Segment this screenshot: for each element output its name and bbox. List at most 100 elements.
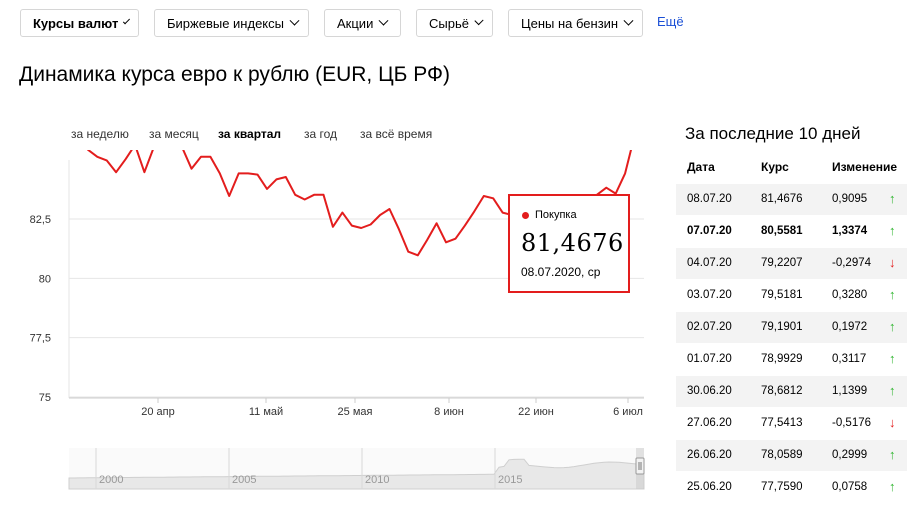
nav-button-label: Цены на бензин	[521, 15, 619, 31]
row-date: 08.07.20	[687, 193, 732, 205]
arrow-up-icon: ↑	[889, 319, 896, 334]
chevron-down-icon	[289, 15, 300, 26]
row-date: 30.06.20	[687, 385, 732, 397]
arrow-up-icon: ↑	[889, 447, 896, 462]
row-rate: 79,1901	[761, 321, 803, 333]
row-date: 04.07.20	[687, 257, 732, 269]
table-row: 04.07.20 79,2207 -0,2974 ↓	[676, 248, 907, 280]
arrow-up-icon: ↑	[889, 287, 896, 302]
row-rate: 78,6812	[761, 385, 803, 397]
navigator-handle[interactable]	[635, 457, 645, 475]
navigator-area	[68, 458, 645, 490]
arrow-up-icon: ↑	[889, 223, 896, 238]
y-tick-label: 82,5	[30, 214, 51, 226]
x-tick-label: 6 июл	[613, 406, 643, 418]
table-row: 02.07.20 79,1901 0,1972 ↑	[676, 312, 907, 344]
row-date: 25.06.20	[687, 481, 732, 493]
nav-button-fuel[interactable]: Цены на бензин	[508, 9, 643, 37]
arrow-up-icon: ↑	[889, 351, 896, 366]
row-date: 27.06.20	[687, 417, 732, 429]
row-date: 02.07.20	[687, 321, 732, 333]
table-row: 27.06.20 77,5413 -0,5176 ↓	[676, 408, 907, 440]
row-rate: 79,2207	[761, 257, 803, 269]
header-change: Изменение	[832, 160, 898, 174]
nav-button-currency[interactable]: Курсы валют	[20, 9, 139, 37]
row-change: 0,1972	[832, 321, 868, 333]
row-rate: 79,5181	[761, 289, 803, 301]
series-dot-icon	[522, 211, 529, 219]
table-row: 08.07.20 81,4676 0,9095 ↑	[676, 184, 907, 216]
year-label: 2010	[365, 474, 389, 486]
tooltip-value: 81,4676	[521, 229, 624, 257]
row-change: 1,3374	[832, 225, 868, 237]
header-rate: Курс	[761, 160, 789, 174]
nav-button-label: Акции	[337, 15, 374, 31]
arrow-up-icon: ↑	[889, 191, 896, 206]
arrow-up-icon: ↑	[889, 383, 896, 398]
period-month[interactable]: за месяц	[149, 127, 199, 141]
table-header: Дата Курс Изменение	[676, 160, 907, 176]
row-change: 0,9095	[832, 193, 868, 205]
row-change: -0,5176	[832, 417, 872, 429]
year-label: 2015	[498, 474, 522, 486]
range-navigator[interactable]: 2000 2005 2010 2015	[0, 445, 660, 495]
row-rate: 78,9929	[761, 353, 803, 365]
row-change: 0,0758	[832, 481, 868, 493]
row-change: 0,3117	[832, 353, 867, 365]
row-date: 07.07.20	[687, 225, 732, 237]
row-date: 01.07.20	[687, 353, 732, 365]
row-rate: 80,5581	[761, 225, 803, 237]
tooltip-series: Покупка	[522, 209, 577, 221]
row-change: 0,2999	[832, 449, 868, 461]
row-change: -0,2974	[832, 257, 872, 269]
row-rate: 77,7590	[761, 481, 803, 493]
row-date: 03.07.20	[687, 289, 732, 301]
nav-button-indexes[interactable]: Биржевые индексы	[154, 9, 309, 37]
table-row: 03.07.20 79,5181 0,3280 ↑	[676, 280, 907, 312]
nav-button-stocks[interactable]: Акции	[324, 9, 401, 37]
y-tick-label: 77,5	[30, 333, 51, 345]
row-change: 0,3280	[832, 289, 868, 301]
arrow-up-icon: ↑	[889, 479, 896, 494]
chevron-down-icon	[474, 15, 484, 25]
x-tick-label: 11 май	[249, 406, 283, 418]
arrow-down-icon: ↓	[889, 255, 896, 270]
table-row: 30.06.20 78,6812 1,1399 ↑	[676, 376, 907, 408]
y-tick-label: 80	[39, 273, 51, 285]
tooltip-date: 08.07.2020, ср	[521, 265, 601, 279]
panel-title: За последние 10 дней	[685, 124, 861, 143]
row-change: 1,1399	[832, 385, 868, 397]
period-all-time[interactable]: за всё время	[360, 127, 433, 141]
year-label: 2000	[99, 474, 123, 486]
chevron-down-icon	[123, 16, 131, 24]
tooltip-series-label: Покупка	[535, 209, 577, 221]
arrow-down-icon: ↓	[889, 415, 896, 430]
header-date: Дата	[687, 160, 715, 174]
row-rate: 81,4676	[761, 193, 803, 205]
table-row: 07.07.20 80,5581 1,3374 ↑	[676, 216, 907, 248]
x-tick-label: 22 июн	[518, 406, 554, 418]
row-rate: 77,5413	[761, 417, 803, 429]
table-row: 26.06.20 78,0589 0,2999 ↑	[676, 440, 907, 472]
more-link[interactable]: Ещё	[657, 14, 684, 29]
period-week[interactable]: за неделю	[71, 127, 129, 141]
period-quarter[interactable]: за квартал	[218, 127, 282, 141]
nav-button-label: Сырьё	[429, 15, 469, 31]
chart-tooltip: Покупка 81,4676 08.07.2020, ср	[508, 194, 630, 293]
x-tick-label: 8 июн	[434, 406, 464, 418]
chevron-down-icon	[378, 15, 389, 26]
x-tick-label: 25 мая	[338, 406, 373, 418]
nav-button-commodities[interactable]: Сырьё	[416, 9, 493, 37]
row-date: 26.06.20	[687, 449, 732, 461]
table-row: 25.06.20 77,7590 0,0758 ↑	[676, 472, 907, 504]
nav-button-label: Курсы валют	[33, 15, 119, 31]
nav-button-label: Биржевые индексы	[167, 15, 284, 31]
y-tick-label: 75	[39, 392, 51, 404]
chevron-down-icon	[623, 15, 634, 26]
row-rate: 78,0589	[761, 449, 803, 461]
year-label: 2005	[232, 474, 256, 486]
table-row: 01.07.20 78,9929 0,3117 ↑	[676, 344, 907, 376]
period-year[interactable]: за год	[304, 127, 338, 141]
x-tick-label: 20 апр	[141, 406, 174, 418]
page-title: Динамика курса евро к рублю (EUR, ЦБ РФ)	[19, 63, 450, 86]
